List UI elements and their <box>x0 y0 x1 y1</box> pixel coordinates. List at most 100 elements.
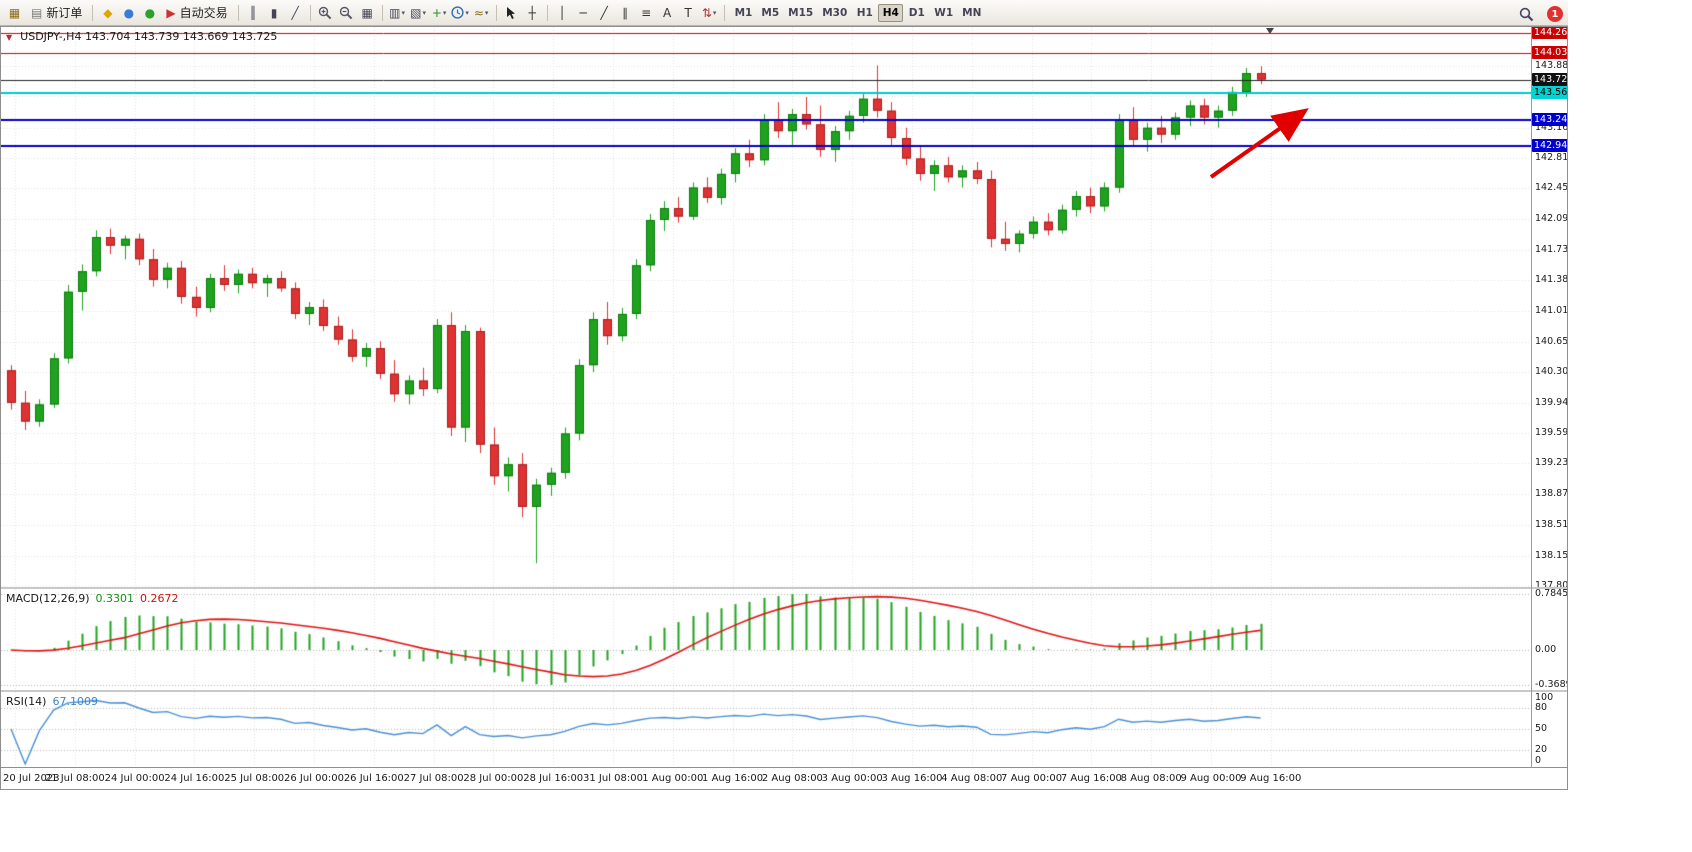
price-level-label: 143.569 <box>1532 85 1567 99</box>
rsi-axis-label: 80 <box>1535 702 1548 713</box>
toolbar-separator <box>237 4 239 21</box>
price-tick-label: 141.380 <box>1535 273 1567 285</box>
crosshair-icon-glyph: ┼ <box>528 5 536 20</box>
timeframe-button-m15[interactable]: M15 <box>788 6 814 19</box>
text-label-icon[interactable]: T <box>678 3 699 23</box>
timeframe-button-h1[interactable]: H1 <box>856 6 873 19</box>
market-icon[interactable]: ● <box>139 3 160 23</box>
bar-chart-icon[interactable]: ║ <box>243 3 264 23</box>
arrange-windows-icon-glyph: ▥ <box>389 5 401 20</box>
price-tick-label: 138.870 <box>1535 488 1567 500</box>
zoom-in-icon[interactable] <box>315 3 336 23</box>
community-icon-glyph: ● <box>123 5 135 20</box>
time-axis-label: 1 Aug 00:00 <box>642 773 704 784</box>
new-order-button[interactable]: ▤ 新订单 <box>25 3 88 23</box>
timeframe-button-h4[interactable]: H4 <box>878 3 904 22</box>
rsi-label: RSI(14) 67.1009 <box>6 695 98 708</box>
autotrading-button-label: 自动交易 <box>179 6 228 20</box>
macd-main-value: 0.3301 <box>95 592 135 605</box>
tile-windows-icon-glyph: ▦ <box>361 5 373 20</box>
dropdown-caret-icon: ▾ <box>465 8 469 17</box>
equidistant-channel-icon[interactable]: ∥ <box>615 3 636 23</box>
periods-clock-icon-glyph <box>451 6 464 19</box>
rsi-axis-label: 100 <box>1535 692 1554 703</box>
timeframe-button-m5[interactable]: M5 <box>761 6 780 19</box>
time-axis-label: 3 Aug 00:00 <box>821 773 883 784</box>
vertical-line-icon-glyph: │ <box>558 5 566 20</box>
macd-chart-canvas[interactable] <box>1 589 1531 690</box>
timeframe-button-d1[interactable]: D1 <box>908 6 925 19</box>
time-axis-label: 21 Jul 08:00 <box>44 773 105 784</box>
time-axis-label: 26 Jul 16:00 <box>343 773 404 784</box>
timeframe-button-w1[interactable]: W1 <box>934 6 954 19</box>
cursor-icon[interactable] <box>501 3 522 23</box>
community-icon[interactable]: ● <box>118 3 139 23</box>
fibonacci-icon[interactable]: ≡ <box>636 3 657 23</box>
text-icon[interactable]: A <box>657 3 678 23</box>
trendline-icon[interactable]: ╱ <box>594 3 615 23</box>
text-icon-glyph: A <box>663 5 672 20</box>
autotrading-icon: ▶ <box>166 5 176 20</box>
price-tick-label: 137.800 <box>1535 579 1567 589</box>
rsi-value: 67.1009 <box>52 695 98 708</box>
chart-profile-icon-glyph: ▧ <box>410 5 422 20</box>
macd-axis-label: -0.3689 <box>1535 679 1567 690</box>
timeframe-button-m30[interactable]: M30 <box>822 6 848 19</box>
rsi-axis[interactable]: 100 80 50 20 0 <box>1532 692 1567 767</box>
timeframe-toolbar: M1 M5 M15 M30 H1 H4 D1 W1 MN <box>731 3 986 22</box>
time-axis[interactable]: 20 Jul 2023 21 Jul 08:00 24 Jul 00:00 24 Ju… <box>1 768 1567 789</box>
horizontal-line-icon-glyph: ─ <box>579 5 587 20</box>
chart-profile-icon[interactable]: ▧ ▾ <box>408 3 429 23</box>
price-tick-label: 140.650 <box>1535 336 1567 348</box>
new-order-icon: ▤ <box>31 5 43 20</box>
tile-windows-icon[interactable]: ▦ <box>357 3 378 23</box>
price-axis[interactable]: 143.880143.530143.160142.810142.450142.0… <box>1532 27 1567 587</box>
price-tick-label: 143.160 <box>1535 121 1567 133</box>
rsi-pane: RSI(14) 67.1009 100 80 50 20 0 <box>1 692 1567 768</box>
time-axis-label: 24 Jul 00:00 <box>104 773 165 784</box>
time-axis-label: 26 Jul 00:00 <box>284 773 344 784</box>
main-toolbar: ▦ ▤ 新订单 ◆ ● ● ▶ 自动交易 ║ ▮ ╱ ▦ ▥ ▾ ▧ ▾ + ▾ ▾ ≈ ▾ ┼ │ ─ ╱ ∥ ≡ A T ⇅ ▾ M1 M5… <box>0 0 1568 26</box>
toolbar-separator <box>92 4 94 21</box>
add-indicator-icon[interactable]: + ▾ <box>429 3 450 23</box>
templates-icon[interactable]: ≈ ▾ <box>471 3 492 23</box>
toolbar-separator <box>723 4 725 21</box>
arrows-object-icon[interactable]: ⇅ ▾ <box>699 3 720 23</box>
macd-axis-label: 0.7845 <box>1535 589 1567 599</box>
horizontal-line-icon[interactable]: ─ <box>573 3 594 23</box>
rsi-chart-canvas[interactable] <box>1 692 1531 767</box>
trendline-icon-glyph: ╱ <box>600 5 608 20</box>
arrows-object-icon-glyph: ⇅ <box>701 5 712 20</box>
periods-clock-icon[interactable]: ▾ <box>450 3 471 23</box>
price-tick-label: 142.090 <box>1535 213 1567 225</box>
timeframe-button-m1[interactable]: M1 <box>734 6 753 19</box>
line-chart-icon[interactable]: ╱ <box>285 3 306 23</box>
zoom-out-icon[interactable] <box>336 3 357 23</box>
price-tick-label: 141.730 <box>1535 243 1567 255</box>
new-chart-icon[interactable]: ▦ <box>4 3 25 23</box>
price-tick-label: 138.510 <box>1535 518 1567 530</box>
time-axis-label: 3 Aug 16:00 <box>881 773 943 784</box>
search-icon[interactable] <box>1516 4 1537 24</box>
arrange-windows-icon[interactable]: ▥ ▾ <box>387 3 408 23</box>
timeframe-button-mn[interactable]: MN <box>962 6 982 19</box>
notification-badge[interactable]: 1 <box>1547 6 1563 22</box>
metaeditor-icon[interactable]: ◆ <box>97 3 118 23</box>
macd-axis[interactable]: 0.7845 0.00 -0.3689 <box>1532 589 1567 690</box>
autotrading-button[interactable]: ▶ 自动交易 <box>160 3 233 23</box>
time-axis-label: 8 Aug 08:00 <box>1120 773 1182 784</box>
price-tick-label: 138.150 <box>1535 549 1567 561</box>
bar-chart-icon-glyph: ║ <box>249 5 257 20</box>
toolbar-right-group: 1 <box>1516 4 1563 24</box>
axis-divider <box>1531 27 1532 768</box>
time-axis-label: 7 Aug 00:00 <box>1001 773 1063 784</box>
price-pane: ▼ USDJPY-,H4 143.704 143.739 143.669 143… <box>1 27 1567 589</box>
price-chart-canvas[interactable] <box>1 27 1531 587</box>
macd-label: MACD(12,26,9) 0.3301 0.2672 <box>6 592 179 605</box>
crosshair-icon[interactable]: ┼ <box>522 3 543 23</box>
time-axis-label: 28 Jul 00:00 <box>463 773 524 784</box>
candlestick-chart-icon[interactable]: ▮ <box>264 3 285 23</box>
one-click-trading-toggle[interactable]: ▼ <box>6 33 13 42</box>
chart-shift-marker[interactable] <box>1266 28 1274 34</box>
vertical-line-icon[interactable]: │ <box>552 3 573 23</box>
